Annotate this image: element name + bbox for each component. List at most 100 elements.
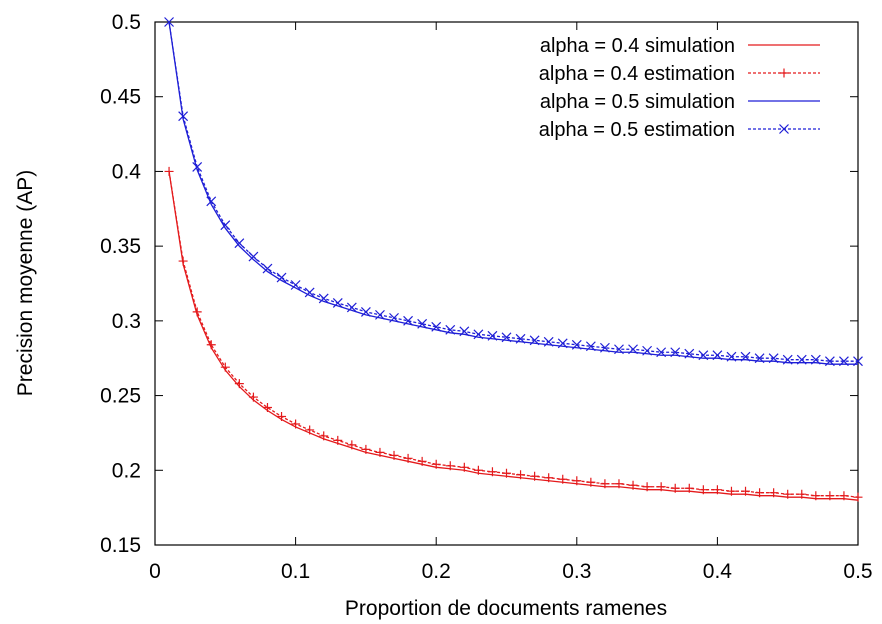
x-axis-ticks: 0 0.1 0.2 0.3 0.4 0.5 <box>149 22 873 583</box>
series-4-point <box>164 17 174 27</box>
series-2-point <box>319 431 329 441</box>
x-tick-label: 0.2 <box>422 560 451 583</box>
series-2-point <box>417 456 427 466</box>
series-2-point <box>333 435 343 445</box>
series-2-point <box>277 411 287 421</box>
series-4-line <box>168 21 858 362</box>
series-4-point <box>628 344 638 355</box>
series-4-point <box>796 354 807 365</box>
series-2-point <box>825 491 835 501</box>
y-tick-label: 0.4 <box>112 160 142 183</box>
series-4-point <box>839 356 849 367</box>
series-2-line <box>168 171 859 498</box>
series-2-point <box>712 485 722 495</box>
series-4-point <box>698 350 709 361</box>
series-2-point <box>614 479 624 489</box>
series-4-point <box>346 302 357 313</box>
series-2-point <box>361 444 371 454</box>
y-tick-label: 0.45 <box>100 86 141 109</box>
series-4-point <box>642 345 653 356</box>
series-2-point <box>248 392 258 402</box>
series-4-point <box>220 220 231 231</box>
series-4-point <box>782 354 793 365</box>
x-tick-label: 0.3 <box>562 560 591 583</box>
series-4-point <box>614 344 624 355</box>
legend-label: alpha = 0.5 estimation <box>539 119 735 141</box>
series-4-point <box>599 342 610 353</box>
series-4-point <box>262 263 273 274</box>
series-4-point <box>375 309 385 320</box>
series-4-point <box>431 321 442 332</box>
series-4-point <box>332 298 343 308</box>
series-2-point <box>572 476 582 486</box>
series-2-point <box>220 362 230 372</box>
series-2-point <box>839 491 849 501</box>
series-2-point <box>164 166 174 176</box>
series-2-point <box>656 482 666 492</box>
series-2-point <box>389 450 399 460</box>
legend-marker <box>779 124 789 134</box>
plot-frame <box>154 21 859 546</box>
series-2-point <box>600 479 610 489</box>
series-4-point <box>712 350 723 361</box>
series-4-point <box>389 312 399 323</box>
series-4-point <box>445 324 456 335</box>
series-2-point <box>530 471 540 481</box>
series-4-point <box>192 162 203 172</box>
series-4-point <box>824 356 835 367</box>
legend-label: alpha = 0.4 simulation <box>540 35 735 57</box>
series-2-point <box>347 440 357 450</box>
series-4-point <box>178 111 189 122</box>
series-4-point <box>290 280 301 290</box>
series-4-point <box>304 287 315 298</box>
y-tick-label: 0.3 <box>112 310 141 333</box>
series-1-line <box>168 171 859 501</box>
series-2-point <box>262 403 272 413</box>
series-4-point <box>360 306 371 317</box>
x-tick-label: 0 <box>149 560 161 583</box>
series-4-point <box>754 353 765 364</box>
y-tick-label: 0.2 <box>112 459 141 482</box>
y-axis-ticks: 0.15 0.2 0.25 0.3 0.35 0.4 0.45 0.5 <box>100 11 858 557</box>
series-2-point <box>502 468 511 478</box>
series-4-point <box>276 272 287 283</box>
series-2-point <box>769 488 779 498</box>
series-2-point <box>291 419 301 429</box>
series-2-point <box>473 465 483 475</box>
series-2-point <box>375 447 385 457</box>
series-2-point <box>234 379 244 389</box>
series-4-point <box>740 351 751 362</box>
series-4-point <box>670 347 681 358</box>
series-4-point <box>571 339 582 350</box>
series-4-point <box>543 336 554 347</box>
series-2-point <box>544 473 554 483</box>
series-4-point <box>234 238 245 249</box>
series-4-point <box>810 354 821 365</box>
series-2-point <box>487 467 497 477</box>
x-tick-label: 0.1 <box>281 560 310 583</box>
series-4-point <box>515 333 526 344</box>
x-axis-label: Proportion de documents ramenes <box>345 597 667 620</box>
series-4-point <box>656 347 667 358</box>
series-4-point <box>206 196 217 207</box>
series-2-point <box>642 482 652 492</box>
series-2-point <box>726 486 736 496</box>
series-2-point <box>558 474 568 484</box>
series-2-point <box>628 480 638 490</box>
y-axis-label: Precision moyenne (AP) <box>14 170 37 396</box>
series-4-point <box>473 329 484 340</box>
series-2 <box>164 166 863 502</box>
y-tick-label: 0.25 <box>100 385 141 408</box>
series-2-point <box>853 492 863 502</box>
series-4-point <box>501 332 512 343</box>
series-2-point <box>698 485 708 495</box>
series-4-point <box>529 335 540 346</box>
series-2-point <box>445 461 455 471</box>
series-layer <box>164 17 863 502</box>
series-2-point <box>586 477 596 487</box>
series-2-point <box>431 459 441 469</box>
series-2-point <box>783 489 793 499</box>
series-2-point <box>797 489 807 499</box>
y-tick-label: 0.15 <box>100 534 141 557</box>
series-4-point <box>557 338 568 349</box>
